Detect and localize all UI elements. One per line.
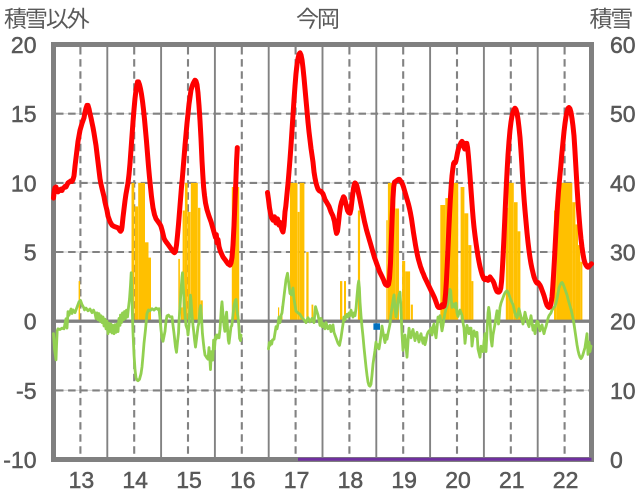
svg-text:20: 20 <box>445 467 471 493</box>
svg-text:0: 0 <box>24 309 37 335</box>
svg-text:21: 21 <box>499 467 525 493</box>
svg-text:0: 0 <box>610 447 623 473</box>
svg-text:5: 5 <box>24 240 37 266</box>
svg-text:22: 22 <box>553 467 579 493</box>
svg-text:10: 10 <box>610 378 636 404</box>
svg-text:15: 15 <box>176 467 202 493</box>
svg-text:15: 15 <box>11 101 37 127</box>
svg-text:30: 30 <box>610 240 636 266</box>
svg-text:60: 60 <box>610 32 636 58</box>
svg-text:-10: -10 <box>3 447 36 473</box>
svg-text:50: 50 <box>610 101 636 127</box>
svg-text:18: 18 <box>338 467 364 493</box>
svg-text:-5: -5 <box>16 378 36 404</box>
svg-text:17: 17 <box>284 467 310 493</box>
svg-text:20: 20 <box>11 32 37 58</box>
svg-text:16: 16 <box>230 467 256 493</box>
svg-text:13: 13 <box>69 467 95 493</box>
svg-text:19: 19 <box>391 467 417 493</box>
svg-text:40: 40 <box>610 170 636 196</box>
svg-text:20: 20 <box>610 309 636 335</box>
svg-text:14: 14 <box>122 467 148 493</box>
svg-text:10: 10 <box>11 170 37 196</box>
